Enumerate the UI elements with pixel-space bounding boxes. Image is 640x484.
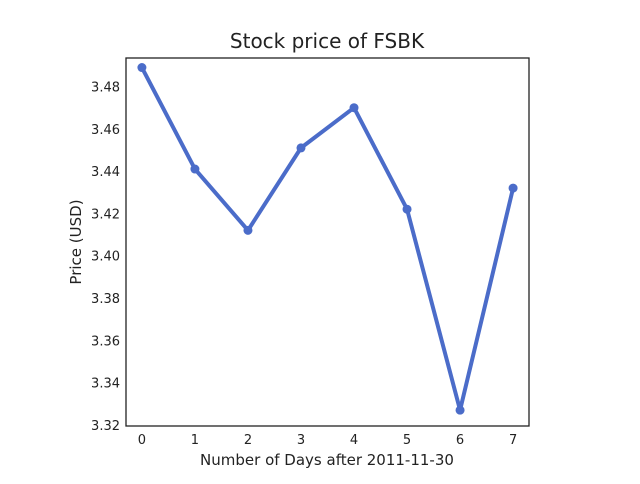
y-axis-label: Price (USD) bbox=[67, 199, 85, 284]
data-point bbox=[137, 63, 147, 73]
y-tick-label: 3.32 bbox=[91, 419, 120, 434]
data-point bbox=[243, 225, 253, 235]
y-tick-label: 3.42 bbox=[91, 207, 120, 222]
series-line bbox=[139, 65, 516, 413]
y-tick-label: 3.38 bbox=[91, 292, 120, 307]
y-tick-label: 3.34 bbox=[91, 377, 120, 392]
x-tick-label: 4 bbox=[350, 433, 358, 448]
chart-title: Stock price of FSBK bbox=[230, 29, 425, 53]
y-tick-label: 3.46 bbox=[91, 123, 120, 138]
data-point bbox=[349, 103, 359, 113]
x-axis-ticks: 0 1 2 3 4 5 6 7 bbox=[138, 433, 517, 448]
x-tick-label: 2 bbox=[244, 433, 252, 448]
data-point bbox=[455, 405, 465, 415]
data-point bbox=[402, 204, 412, 214]
data-point bbox=[508, 183, 518, 193]
data-point bbox=[296, 143, 306, 153]
data-point bbox=[190, 164, 200, 174]
x-axis-label: Number of Days after 2011-11-30 bbox=[200, 451, 454, 469]
y-axis-ticks: 3.32 3.34 3.36 3.38 3.40 3.42 3.44 3.46 3.48 bbox=[91, 81, 120, 434]
x-tick-label: 1 bbox=[191, 433, 199, 448]
y-tick-label: 3.40 bbox=[91, 250, 120, 265]
y-tick-label: 3.44 bbox=[91, 165, 120, 180]
x-tick-label: 5 bbox=[403, 433, 411, 448]
plot-area-frame bbox=[125, 57, 530, 427]
x-tick-label: 6 bbox=[456, 433, 464, 448]
x-tick-label: 7 bbox=[509, 433, 517, 448]
x-tick-label: 3 bbox=[297, 433, 305, 448]
y-tick-label: 3.48 bbox=[91, 81, 120, 96]
y-tick-label: 3.36 bbox=[91, 334, 120, 349]
series-layer bbox=[137, 63, 518, 415]
x-tick-label: 0 bbox=[138, 433, 146, 448]
